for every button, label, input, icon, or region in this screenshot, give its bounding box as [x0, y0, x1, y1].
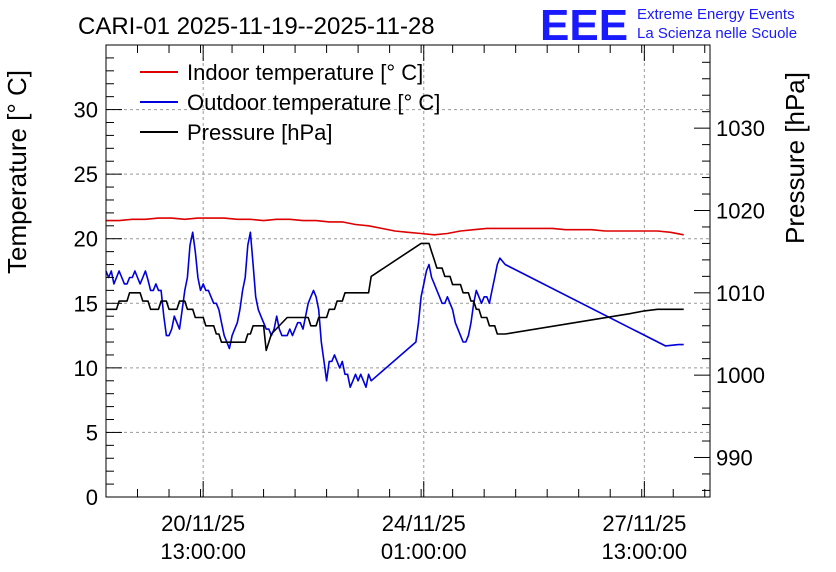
- x-tick-label-date: 24/11/25: [382, 511, 466, 536]
- y-axis-label: Temperature [° C]: [2, 70, 32, 274]
- x-tick-label-time: 13:00:00: [602, 539, 688, 564]
- grid-lines: [106, 45, 710, 497]
- x-tick-label-time: 13:00:00: [160, 539, 246, 564]
- y-tick-label: 15: [74, 291, 98, 316]
- org-name-line2: La Scienza nelle Scuole: [637, 25, 797, 42]
- y2-tick-label: 990: [716, 445, 753, 470]
- series-line-2: [105, 231, 684, 389]
- y2-tick-label: 1030: [716, 116, 765, 141]
- y2-tick-label: 1010: [716, 281, 765, 306]
- x-tick-label-date: 27/11/25: [602, 511, 686, 536]
- y-tick-label: 30: [74, 98, 98, 123]
- x-tick-label-time: 01:00:00: [381, 539, 467, 564]
- axes: 0 5 10 15 20 25 30 990 1000 1010 1020 1030 20/11/25 1…: [74, 45, 765, 564]
- y-tick-label: 10: [74, 356, 98, 381]
- y-tick-label: 25: [74, 162, 98, 187]
- chart-title: CARI-01 2025-11-19--2025-11-28: [78, 13, 435, 40]
- org-name-line1: Extreme Energy Events: [637, 6, 795, 23]
- series-line-3: [106, 242, 684, 352]
- y-tick-label: 0: [86, 485, 98, 510]
- eee-logo: EEE Extreme Energy Events La Scienza nel…: [540, 1, 797, 50]
- legend-label: Indoor temperature [° C]: [187, 60, 423, 85]
- legend-label: Pressure [hPa]: [187, 120, 333, 145]
- eee-logo-text: EEE: [540, 1, 628, 50]
- plot-frame: [105, 44, 711, 498]
- y2-tick-label: 1020: [716, 198, 765, 223]
- data-series: [105, 217, 684, 389]
- legend-label: Outdoor temperature [° C]: [187, 90, 440, 115]
- y2-axis-label: Pressure [hPa]: [780, 72, 810, 244]
- y-tick-label: 20: [74, 227, 98, 252]
- series-line-1: [106, 217, 684, 236]
- y-tick-label: 5: [86, 420, 98, 445]
- y2-tick-label: 1000: [716, 363, 765, 388]
- x-tick-label-date: 20/11/25: [161, 511, 245, 536]
- legend: Indoor temperature [° C] Outdoor temperat…: [140, 60, 440, 145]
